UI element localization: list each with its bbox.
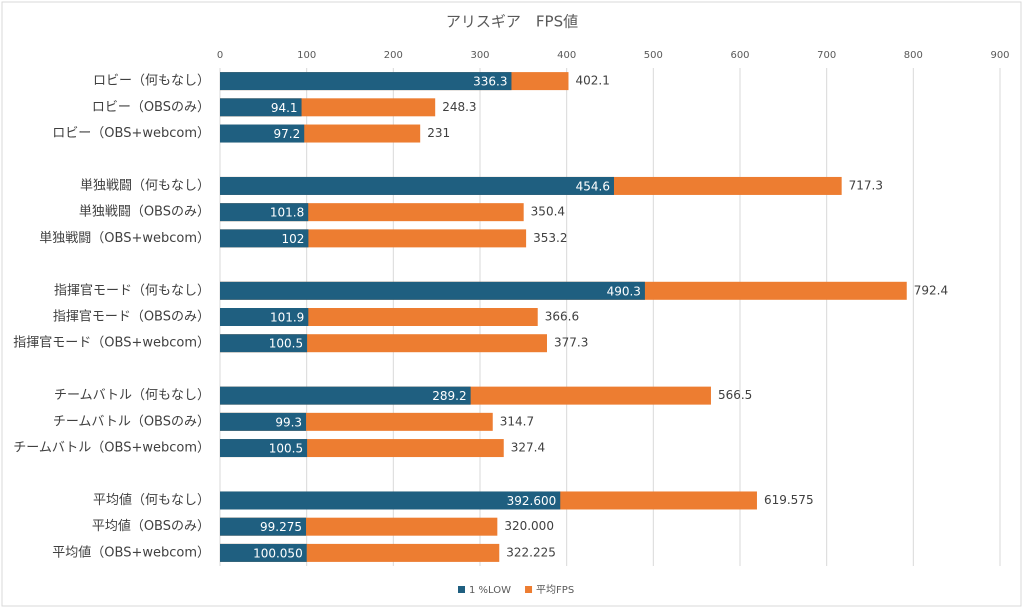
value-label: 320.000 <box>504 519 554 533</box>
x-tick-label: 0 <box>217 50 223 61</box>
bar <box>220 334 308 353</box>
y-tick-label: ロビー（何もなし） <box>93 73 210 89</box>
x-tick-label: 500 <box>644 50 663 61</box>
y-tick-label: チームバトル（何もなし） <box>54 387 210 403</box>
y-tick-label: チームバトル（OBS+webcom） <box>13 441 210 456</box>
value-label: 102 <box>281 232 304 246</box>
value-label: 392.600 <box>507 494 557 508</box>
value-label: 94.1 <box>271 101 298 115</box>
y-tick-label: チームバトル（OBSのみ） <box>53 414 210 429</box>
bar <box>220 229 309 248</box>
value-label: 100.050 <box>253 546 303 560</box>
y-tick-label: 平均値（OBSのみ） <box>92 518 210 534</box>
value-label: 327.4 <box>511 441 545 455</box>
value-label: 566.5 <box>718 388 752 402</box>
value-label: 792.4 <box>914 283 948 297</box>
legend-swatch <box>458 586 465 593</box>
value-label: 99.275 <box>260 520 302 534</box>
value-label: 350.4 <box>531 205 565 219</box>
bar <box>220 176 614 195</box>
y-tick-label: ロビー（OBS+webcom） <box>52 126 210 141</box>
bar <box>220 491 561 510</box>
value-label: 314.7 <box>500 414 534 428</box>
y-tick-label: 単独戦闘（OBS+webcom） <box>39 230 210 246</box>
value-label: 454.6 <box>576 179 610 193</box>
value-label: 97.2 <box>274 127 301 141</box>
value-label: 490.3 <box>607 284 641 298</box>
y-tick-label: 単独戦闘（OBSのみ） <box>79 204 210 220</box>
y-tick-label: ロビー（OBSのみ） <box>92 100 210 115</box>
value-label: 336.3 <box>473 75 507 89</box>
bar <box>220 412 307 431</box>
x-tick-label: 700 <box>817 50 836 61</box>
x-tick-label: 900 <box>990 50 1009 61</box>
value-label: 100.5 <box>269 337 303 351</box>
legend-label: 1 %LOW <box>469 585 511 596</box>
bar <box>220 308 309 326</box>
bar <box>220 543 307 562</box>
x-tick-label: 200 <box>384 50 403 61</box>
value-label: 101.9 <box>270 311 304 325</box>
value-label: 231 <box>427 126 450 140</box>
bar <box>220 124 305 143</box>
bar <box>220 517 307 536</box>
value-label: 289.2 <box>432 389 466 403</box>
value-label: 248.3 <box>442 100 476 114</box>
bar <box>220 281 645 300</box>
y-tick-label: 平均値（何もなし） <box>93 492 210 508</box>
value-label: 402.1 <box>575 74 609 88</box>
x-tick-label: 800 <box>904 50 923 61</box>
bar <box>220 203 309 222</box>
value-label: 377.3 <box>554 336 588 350</box>
value-label: 100.5 <box>269 442 303 456</box>
value-label: 619.575 <box>764 493 814 507</box>
x-tick-label: 600 <box>730 50 749 61</box>
legend-label: 平均FPS <box>536 584 574 596</box>
y-tick-label: 平均値（OBS+webcom） <box>52 544 210 560</box>
value-label: 99.3 <box>275 415 302 429</box>
y-tick-label: 単独戦闘（何もなし） <box>80 177 210 193</box>
value-label: 322.225 <box>506 545 556 559</box>
bar <box>220 72 512 91</box>
legend-swatch <box>525 586 533 593</box>
chart-title: アリスギア FPS値 <box>446 13 578 31</box>
x-tick-label: 300 <box>470 50 489 61</box>
x-tick-label: 100 <box>297 50 316 61</box>
value-label: 717.3 <box>849 178 883 192</box>
y-tick-label: 指揮官モード（OBSのみ） <box>53 309 210 325</box>
bar <box>220 98 302 117</box>
bar <box>220 439 308 458</box>
y-tick-label: 指揮官モード（OBS+webcom） <box>13 335 210 351</box>
value-label: 366.6 <box>545 310 579 324</box>
y-tick-label: 指揮官モード（何もなし） <box>54 282 210 298</box>
value-label: 101.8 <box>270 206 304 220</box>
value-label: 353.2 <box>533 231 567 245</box>
x-tick-label: 400 <box>557 50 576 61</box>
bar <box>220 386 471 405</box>
